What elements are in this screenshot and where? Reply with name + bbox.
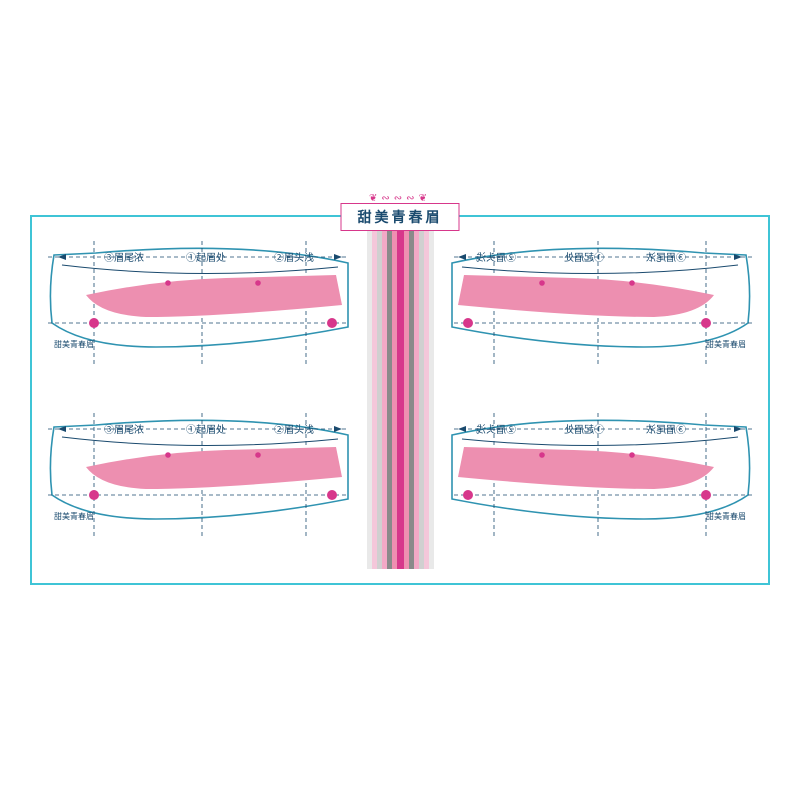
sweep-arc — [462, 437, 738, 446]
segment-label: ①起眉处 — [186, 421, 226, 436]
marker-dot-small — [629, 452, 635, 458]
segment-label-mirrored: ②眉头浅 — [476, 249, 516, 264]
arrowhead-icon — [458, 254, 466, 260]
marker-dot-large — [89, 490, 99, 500]
segment-label-mirrored: ③眉尾浓 — [646, 249, 686, 264]
segment-label-mirrored: ③眉尾浓 — [646, 421, 686, 436]
marker-dot-large — [327, 318, 337, 328]
corner-label-left: 甜美青春眉 — [54, 339, 94, 350]
marker-dot-large — [463, 490, 473, 500]
marker-dot-large — [701, 318, 711, 328]
arrowhead-icon — [334, 254, 342, 260]
marker-dot-large — [463, 318, 473, 328]
segment-label: ②眉头浅 — [274, 421, 314, 436]
marker-dot-small — [629, 280, 635, 286]
arrowhead-icon — [458, 426, 466, 432]
corner-label-right: 甜美青春眉 — [706, 511, 746, 522]
stencil-card: ❦∾∾∾❦ 甜美青春眉 ③眉尾浓①起眉处②眉头浅③眉尾浓①起眉处②眉头浅甜美青春… — [30, 215, 770, 585]
marker-dot-small — [255, 452, 261, 458]
brow-fill — [458, 275, 714, 317]
segment-label-mirrored: ①起眉处 — [564, 249, 604, 264]
marker-dot-small — [539, 280, 545, 286]
segment-label: ③眉尾浓 — [104, 249, 144, 264]
marker-dot-small — [539, 452, 545, 458]
brow-fill — [86, 275, 342, 317]
brow-fill — [458, 447, 714, 489]
stencil-row-bottom: ③眉尾浓 ①起眉处 ②眉头浅 ③眉尾浓 ①起眉处 ②眉头浅甜美青春眉 甜美青春眉 — [46, 407, 754, 572]
segment-label-mirrored: ②眉头浅 — [476, 421, 516, 436]
segment-label: ①起眉处 — [186, 249, 226, 264]
segment-label: ②眉头浅 — [274, 249, 314, 264]
marker-dot-large — [701, 490, 711, 500]
marker-dot-small — [255, 280, 261, 286]
sweep-arc — [462, 265, 738, 274]
marker-dot-large — [327, 490, 337, 500]
sweep-arc — [62, 265, 338, 274]
segment-label-mirrored: ①起眉处 — [564, 421, 604, 436]
sweep-arc — [62, 437, 338, 446]
corner-label-right: 甜美青春眉 — [706, 339, 746, 350]
corner-label-left: 甜美青春眉 — [54, 511, 94, 522]
segment-label: ③眉尾浓 — [104, 421, 144, 436]
stencil-row-top: ③眉尾浓 ①起眉处 ②眉头浅 ③眉尾浓 ①起眉处 ②眉头浅甜美青春眉 甜美青春眉 — [46, 235, 754, 400]
product-title: 甜美青春眉 — [341, 203, 460, 231]
marker-dot-small — [165, 452, 171, 458]
marker-dot-large — [89, 318, 99, 328]
brow-fill — [86, 447, 342, 489]
marker-dot-small — [165, 280, 171, 286]
arrowhead-icon — [334, 426, 342, 432]
